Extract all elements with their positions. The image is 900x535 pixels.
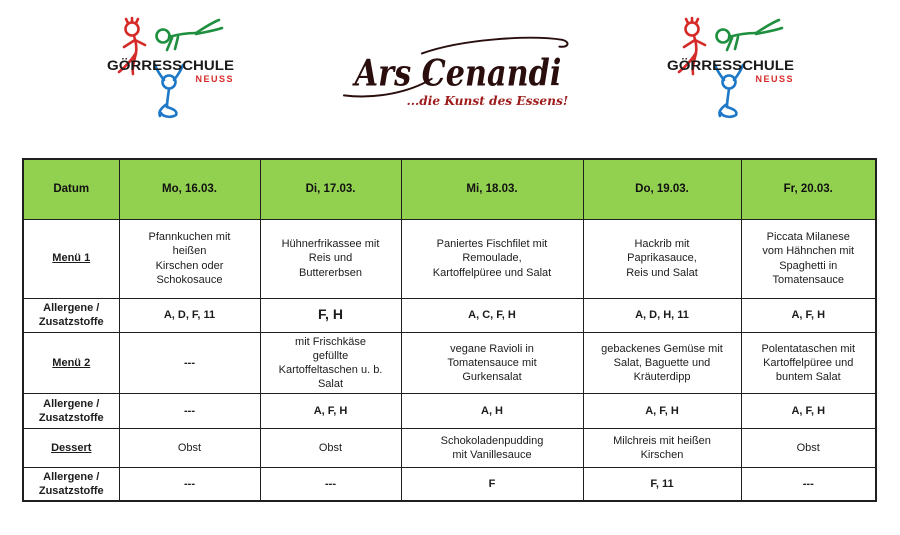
allergen-cell: A, D, H, 11 [582, 297, 742, 333]
school-logo-left: GÖRRESSCHULE NEUSS [107, 16, 234, 119]
table-row-menu2: Menü 2 --- mit Frischkäse gefüllte Karto… [22, 331, 877, 394]
green-kid-figure [155, 18, 224, 52]
menu-cell: Piccata Milanese vom Hähnchen mit Spaghe… [740, 218, 877, 299]
column-header-mo: Mo, 16.03. [118, 158, 261, 220]
flourish-top [420, 36, 569, 55]
caterer-name: Ars Cenandi [352, 52, 561, 95]
column-header-fr: Fr, 20.03. [740, 158, 877, 220]
flourish-bottom [342, 77, 433, 98]
ars-cenandi-logo: Ars Cenandi ...die Kunst des Essens! [342, 36, 569, 108]
school-name: GÖRRESSCHULE [667, 58, 794, 73]
allergen-cell: A, F, H [740, 392, 877, 429]
menu-table: Datum Mo, 16.03. Di, 17.03. Mi, 18.03. D… [22, 158, 877, 503]
column-header-di: Di, 17.03. [259, 158, 402, 220]
allergen-cell: A, F, H [740, 297, 877, 333]
allergen-cell: A, D, F, 11 [118, 297, 261, 333]
menu-cell: mit Frischkäse gefüllte Kartoffeltaschen… [259, 331, 402, 394]
row-label-dessert: Dessert [22, 427, 120, 468]
caterer-tagline: ...die Kunst des Essens! [407, 94, 569, 108]
dessert-cell: Obst [118, 427, 261, 468]
allergen-cell: A, H [400, 392, 584, 429]
menu-cell: Paniertes Fischfilet mit Remoulade, Kart… [400, 218, 584, 299]
column-header-mi: Mi, 18.03. [400, 158, 584, 220]
menu-cell: Pfannkuchen mit heißen Kirschen oder Sch… [118, 218, 261, 299]
allergen-cell: --- [740, 466, 877, 502]
allergen-cell: F, H [259, 297, 402, 333]
table-row-allergens-dessert: Allergene / Zusatzstoffe --- --- F F, 11… [22, 466, 877, 502]
menu-cell: Hühnerfrikassee mit Reis und Buttererbse… [259, 218, 402, 299]
dessert-cell: Milchreis mit heißen Kirschen [582, 427, 742, 468]
school-name: GÖRRESSCHULE [107, 58, 234, 73]
blue-kid-figure [153, 63, 185, 119]
green-kid-figure [715, 18, 784, 52]
row-label-allergens: Allergene / Zusatzstoffe [22, 466, 120, 502]
row-label-menu2: Menü 2 [22, 331, 120, 394]
menu-cell: vegane Ravioli in Tomatensauce mit Gurke… [400, 331, 584, 394]
menu-cell: Polentataschen mit Kartoffelpüree und bu… [740, 331, 877, 394]
column-header-datum: Datum [22, 158, 120, 220]
menu-cell: gebackenes Gemüse mit Salat, Baguette un… [582, 331, 742, 394]
allergen-cell: A, C, F, H [400, 297, 584, 333]
allergen-cell: F, 11 [582, 466, 742, 502]
column-header-do: Do, 19.03. [582, 158, 742, 220]
allergen-cell: --- [118, 392, 261, 429]
allergen-cell: A, F, H [259, 392, 402, 429]
table-header-row: Datum Mo, 16.03. Di, 17.03. Mi, 18.03. D… [22, 158, 877, 220]
red-kid-figure [117, 16, 147, 76]
menu-cell: --- [118, 331, 261, 394]
blue-kid-figure [713, 63, 745, 119]
allergen-cell: F [400, 466, 584, 502]
allergen-cell: A, F, H [582, 392, 742, 429]
row-label-allergens: Allergene / Zusatzstoffe [22, 392, 120, 429]
table-row-allergens-menu1: Allergene / Zusatzstoffe A, D, F, 11 F, … [22, 297, 877, 333]
allergen-cell: --- [259, 466, 402, 502]
red-kid-figure [677, 16, 707, 76]
school-city: NEUSS [755, 74, 794, 84]
row-label-menu1: Menü 1 [22, 218, 120, 299]
dessert-cell: Schokoladenpudding mit Vanillesauce [400, 427, 584, 468]
dessert-cell: Obst [259, 427, 402, 468]
menu-cell: Hackrib mit Paprikasauce, Reis und Salat [582, 218, 742, 299]
dessert-cell: Obst [740, 427, 877, 468]
row-label-allergens: Allergene / Zusatzstoffe [22, 297, 120, 333]
table-row-dessert: Dessert Obst Obst Schokoladenpudding mit… [22, 427, 877, 468]
school-city: NEUSS [195, 74, 234, 84]
allergen-cell: --- [118, 466, 261, 502]
table-row-menu1: Menü 1 Pfannkuchen mit heißen Kirschen o… [22, 218, 877, 299]
table-row-allergens-menu2: Allergene / Zusatzstoffe --- A, F, H A, … [22, 392, 877, 429]
school-logo-right: GÖRRESSCHULE NEUSS [667, 16, 794, 119]
